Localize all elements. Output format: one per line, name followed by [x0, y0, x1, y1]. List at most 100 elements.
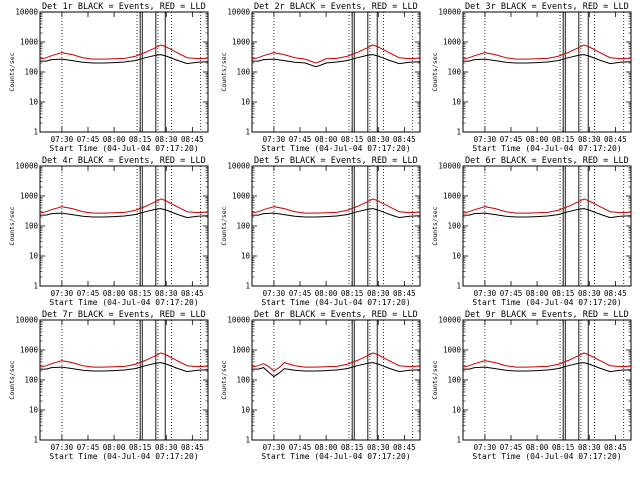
x-axis-label: Start Time (04-Jul-04 07:17:20)	[49, 144, 198, 153]
chart-title: Det 5r BLACK = Events, RED = LLD	[254, 156, 418, 166]
y-tick-label: 1000	[232, 192, 251, 201]
y-tick-label: 1000	[232, 38, 251, 47]
x-tick-label: 07:45	[289, 289, 312, 298]
x-axis-label: Start Time (04-Jul-04 07:17:20)	[472, 298, 621, 307]
events-series-line	[252, 54, 421, 68]
x-tick-label: 07:45	[500, 289, 523, 298]
y-tick-label: 10	[452, 98, 462, 107]
lld-series-line	[251, 352, 421, 372]
x-tick-label: 08:15	[552, 443, 575, 452]
y-axis-label: Counts/sec	[220, 360, 228, 399]
x-tick-label: 08:30	[578, 135, 601, 144]
x-tick-label: 08:00	[526, 443, 549, 452]
plot-frame	[462, 11, 632, 133]
y-tick-label: 1000	[443, 346, 462, 355]
y-tick-label: 100	[24, 222, 38, 231]
y-tick-label: 100	[447, 376, 461, 385]
x-tick-label: 08:00	[315, 443, 338, 452]
y-tick-label: 10	[241, 406, 251, 415]
x-tick-label: 08:45	[604, 443, 627, 452]
y-tick-label: 10000	[227, 8, 250, 17]
y-tick-label: 100	[24, 68, 38, 77]
x-tick-label: 07:45	[77, 289, 100, 298]
y-tick-label: 1	[245, 436, 250, 445]
events-series-line	[40, 54, 209, 65]
y-tick-label: 1000	[20, 346, 39, 355]
chart-title: Det 1r BLACK = Events, RED = LLD	[42, 2, 206, 12]
chart-panel-5: Det 5r BLACK = Events, RED = LLD 1 10 100 10…	[220, 156, 421, 307]
x-tick-label: 07:45	[500, 443, 523, 452]
chart-title: Det 7r BLACK = Events, RED = LLD	[42, 310, 206, 320]
y-axis-label: Counts/sec	[431, 52, 439, 91]
x-tick-label: 08:15	[552, 289, 575, 298]
chart-panel-8: Det 8r BLACK = Events, RED = LLD 1 10 100 10…	[220, 310, 421, 461]
x-axis-label: Start Time (04-Jul-04 07:17:20)	[49, 452, 198, 461]
lld-series-line	[251, 198, 421, 214]
y-tick-label: 10	[241, 252, 251, 261]
lld-series-line	[39, 352, 209, 368]
chart-panel-1: Det 1r BLACK = Events, RED = LLD 1 10 100 10…	[8, 2, 209, 153]
y-axis-label: Counts/sec	[431, 206, 439, 245]
plot-frame	[251, 319, 421, 441]
x-tick-label: 08:45	[393, 443, 416, 452]
x-tick-label: 08:30	[155, 443, 178, 452]
y-tick-label: 1000	[443, 38, 462, 47]
y-axis-label: Counts/sec	[220, 206, 228, 245]
y-tick-label: 1000	[20, 192, 39, 201]
events-series-line	[463, 54, 632, 65]
y-tick-label: 100	[236, 68, 250, 77]
plot-frame	[39, 165, 209, 287]
y-tick-label: 10	[29, 252, 39, 261]
x-tick-label: 08:45	[393, 135, 416, 144]
lld-series-line	[462, 198, 632, 214]
x-tick-label: 07:30	[263, 289, 286, 298]
chart-title: Det 2r BLACK = Events, RED = LLD	[254, 2, 418, 12]
x-tick-label: 07:30	[263, 443, 286, 452]
y-tick-label: 1000	[20, 38, 39, 47]
x-tick-label: 08:30	[578, 443, 601, 452]
y-tick-label: 10000	[15, 8, 38, 17]
x-tick-label: 08:45	[604, 135, 627, 144]
y-tick-label: 100	[447, 68, 461, 77]
lld-series-line	[462, 44, 632, 60]
y-tick-label: 10000	[227, 316, 250, 325]
y-tick-label: 100	[447, 222, 461, 231]
lld-series-line	[39, 44, 209, 60]
x-tick-label: 08:30	[155, 289, 178, 298]
y-axis-label: Counts/sec	[220, 52, 228, 91]
x-tick-label: 08:30	[155, 135, 178, 144]
y-tick-label: 100	[236, 222, 250, 231]
x-axis-label: Start Time (04-Jul-04 07:17:20)	[261, 298, 410, 307]
x-tick-label: 07:45	[500, 135, 523, 144]
y-tick-label: 10	[29, 98, 39, 107]
x-axis-label: Start Time (04-Jul-04 07:17:20)	[49, 298, 198, 307]
y-tick-label: 10000	[438, 316, 461, 325]
x-axis-label: Start Time (04-Jul-04 07:17:20)	[261, 452, 410, 461]
x-axis-label: Start Time (04-Jul-04 07:17:20)	[472, 144, 621, 153]
x-tick-label: 07:45	[289, 443, 312, 452]
x-tick-label: 08:15	[341, 135, 364, 144]
y-tick-label: 1	[456, 282, 461, 291]
y-tick-label: 10	[452, 406, 462, 415]
x-tick-label: 08:15	[129, 135, 152, 144]
x-tick-label: 08:00	[315, 135, 338, 144]
lld-series-line	[39, 198, 209, 214]
x-axis-label: Start Time (04-Jul-04 07:17:20)	[472, 452, 621, 461]
x-tick-label: 08:00	[526, 289, 549, 298]
events-series-line	[40, 362, 209, 373]
chart-panel-4: Det 4r BLACK = Events, RED = LLD 1 10 100 10…	[8, 156, 209, 307]
chart-title: Det 4r BLACK = Events, RED = LLD	[42, 156, 206, 166]
y-tick-label: 1	[33, 282, 38, 291]
y-axis-label: Counts/sec	[8, 360, 16, 399]
chart-panel-6: Det 6r BLACK = Events, RED = LLD 1 10 100 10…	[431, 156, 632, 307]
x-tick-label: 07:30	[263, 135, 286, 144]
y-tick-label: 1	[245, 282, 250, 291]
chart-title: Det 9r BLACK = Events, RED = LLD	[465, 310, 629, 320]
y-tick-label: 10	[452, 252, 462, 261]
x-tick-label: 08:00	[526, 135, 549, 144]
events-series-line	[463, 362, 632, 373]
lld-series-line	[251, 44, 421, 64]
x-axis-label: Start Time (04-Jul-04 07:17:20)	[261, 144, 410, 153]
x-tick-label: 08:15	[552, 135, 575, 144]
